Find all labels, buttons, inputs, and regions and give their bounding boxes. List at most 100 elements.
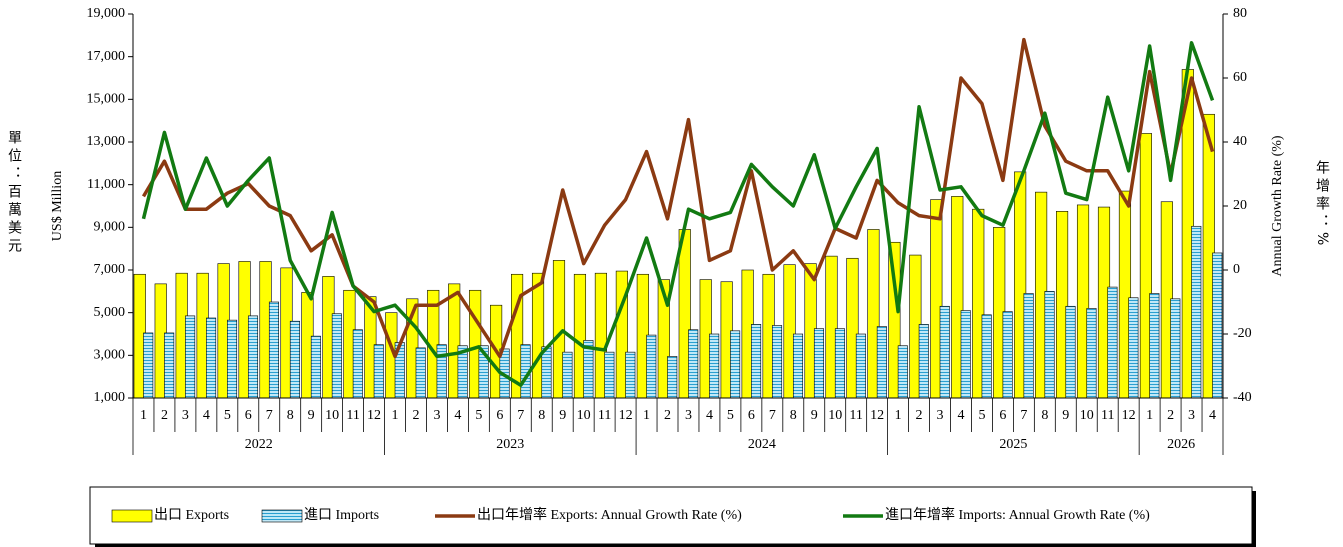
bar [1044, 291, 1055, 399]
x-tick-label: 8 [287, 408, 294, 423]
bar [897, 345, 908, 399]
y2-tick-label: 60 [1233, 70, 1247, 85]
x-tick-label: 9 [811, 408, 818, 423]
x-group-label: 2026 [1167, 437, 1195, 452]
x-tick-label: 9 [308, 408, 315, 423]
legend-label: 出口 Exports [154, 507, 229, 523]
bar [164, 332, 175, 399]
x-tick-label: 12 [367, 408, 381, 423]
bar [562, 351, 573, 399]
bar [772, 325, 783, 399]
bar [792, 333, 804, 399]
x-tick-label: 11 [598, 408, 611, 423]
x-tick-label: 7 [1020, 408, 1027, 423]
bar [1212, 252, 1223, 399]
y-tick-label: 7,000 [94, 262, 126, 277]
bar [352, 329, 363, 399]
bar [1107, 286, 1118, 399]
x-tick-label: 6 [999, 408, 1006, 423]
bar [939, 305, 950, 399]
x-tick-label: 2 [1167, 408, 1174, 423]
y-axis-label: US$ Million [50, 171, 65, 241]
x-tick-label: 6 [748, 408, 755, 423]
x-tick-label: 11 [346, 408, 359, 423]
y-tick-label: 1,000 [94, 390, 126, 405]
x-tick-label: 7 [266, 408, 273, 423]
y2-tick-label: 0 [1233, 262, 1240, 277]
bar [436, 344, 447, 399]
bar [709, 333, 720, 399]
bar [331, 313, 342, 399]
x-group-label: 2023 [496, 437, 524, 452]
y-tick-label: 3,000 [94, 348, 126, 363]
bar [855, 333, 866, 399]
x-group-label: 2022 [245, 437, 273, 452]
x-tick-label: 4 [706, 408, 713, 423]
bar [960, 310, 971, 399]
x-tick-label: 3 [937, 408, 944, 423]
bar [1128, 297, 1139, 399]
x-tick-label: 6 [245, 408, 252, 423]
bar [1191, 225, 1202, 399]
bar [289, 320, 300, 399]
x-tick-label: 3 [685, 408, 692, 423]
bar [981, 314, 992, 399]
bar [1002, 311, 1013, 399]
bar [310, 335, 321, 399]
y-tick-label: 5,000 [94, 305, 126, 320]
x-tick-label: 1 [895, 408, 902, 423]
x-tick-label: 4 [454, 408, 461, 423]
x-tick-label: 9 [559, 408, 566, 423]
y2-tick-label: -20 [1233, 326, 1252, 341]
x-tick-label: 10 [1080, 408, 1094, 423]
bar [247, 315, 259, 399]
y2-tick-label: 80 [1233, 6, 1247, 21]
y-tick-label: 19,000 [87, 6, 126, 21]
x-tick-label: 12 [870, 408, 884, 423]
x-tick-label: 4 [1209, 408, 1216, 423]
bar [373, 344, 384, 399]
y-tick-label: 9,000 [94, 220, 126, 235]
x-tick-label: 11 [849, 408, 862, 423]
line-series [141, 41, 1215, 387]
legend-swatch [261, 509, 303, 523]
x-tick-label: 12 [1122, 408, 1136, 423]
bar [751, 324, 762, 399]
x-tick-label: 10 [828, 408, 842, 423]
y-unit-note: 單位：百萬美元 [6, 130, 22, 256]
y-tick-label: 17,000 [87, 49, 126, 64]
legend-swatch [111, 509, 153, 523]
bar [813, 328, 824, 399]
x-group-label: 2025 [999, 437, 1027, 452]
legend-label: 出口年增率 Exports: Annual Growth Rate (%) [477, 506, 742, 523]
bar [415, 347, 426, 399]
x-tick-label: 1 [392, 408, 399, 423]
x-tick-label: 2 [161, 408, 168, 423]
bar [1086, 308, 1097, 399]
x-tick-label: 9 [1062, 408, 1069, 423]
x-tick-label: 8 [1041, 408, 1048, 423]
x-tick-label: 3 [433, 408, 440, 423]
x-tick-label: 5 [978, 408, 985, 423]
x-tick-label: 10 [325, 408, 339, 423]
legend-label: 進口 Imports [304, 507, 379, 523]
x-tick-label: 5 [475, 408, 482, 423]
x-group-label: 2024 [748, 437, 776, 452]
bar [206, 317, 217, 399]
bar [876, 326, 887, 399]
bar [730, 330, 741, 399]
bar [834, 328, 845, 399]
legend-label: 進口年增率 Imports: Annual Growth Rate (%) [885, 506, 1150, 523]
bar [625, 351, 636, 399]
bar [143, 332, 154, 399]
x-tick-label: 2 [412, 408, 419, 423]
bar [1170, 298, 1181, 399]
bar [688, 329, 699, 399]
x-tick-label: 4 [203, 408, 210, 423]
bar [918, 324, 929, 399]
y-tick-label: 13,000 [87, 134, 126, 149]
x-tick-label: 2 [916, 408, 923, 423]
x-tick-label: 6 [496, 408, 503, 423]
bar [268, 301, 279, 399]
